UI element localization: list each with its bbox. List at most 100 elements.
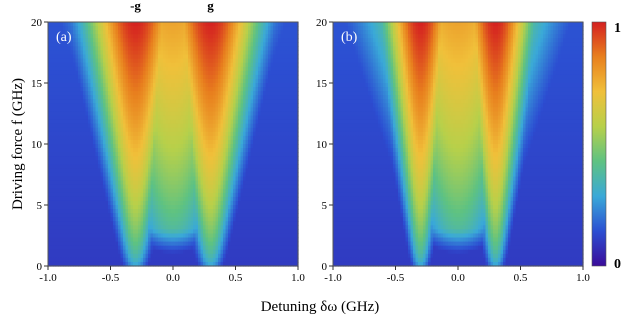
heatmap-cell [288,127,292,133]
heatmap-cell [288,26,292,31]
heatmap-cell [78,168,82,174]
heatmap-cell [88,213,92,218]
heatmap-cell [220,196,224,202]
heatmap-cell [240,74,244,80]
heatmap-cell [210,139,214,145]
heatmap-cell [53,148,57,153]
heatmap-cell [253,38,257,43]
heatmap-cell [180,70,184,76]
heatmap-cell [245,152,249,157]
heatmap-cell [190,205,194,210]
heatmap-cell [113,213,117,218]
heatmap-cell [58,180,62,186]
heatmap-cell [183,54,187,60]
heatmap-cell [178,196,182,202]
heatmap-cell [105,209,109,214]
heatmap-cell [100,168,104,174]
heatmap-cell [85,192,89,198]
heatmap-cell [83,196,87,202]
heatmap-cell [90,131,94,137]
heatmap-cell [50,160,54,165]
heatmap-cell [215,127,219,133]
heatmap-cell [218,50,222,56]
heatmap-cell [103,164,107,169]
heatmap-cell [225,188,229,194]
heatmap-cell [240,148,244,153]
heatmap-cell [290,135,294,141]
heatmap-cell [263,188,267,194]
heatmap-cell [283,87,287,92]
heatmap-cell [118,172,122,178]
heatmap-cell [273,148,277,153]
heatmap-cell [153,127,157,133]
heatmap-cell [175,144,179,149]
heatmap-cell [218,180,222,186]
heatmap-cell [293,164,297,169]
heatmap-cell [253,164,257,169]
heatmap-cell [183,87,187,92]
heatmap-cell [153,152,157,157]
heatmap-cell [108,127,112,133]
heatmap-cell [225,91,229,96]
heatmap-cell [295,119,299,125]
heatmap-cell [105,172,109,178]
heatmap-cell [255,99,259,104]
heatmap-cell [150,107,154,113]
heatmap-cell [203,62,207,68]
heatmap-cell [153,217,157,222]
heatmap-cell [203,135,207,141]
heatmap-cell [135,127,139,133]
heatmap-cell [200,38,204,43]
heatmap-cell [200,180,204,186]
heatmap-cell [273,42,277,47]
heatmap-cell [245,221,249,226]
heatmap-cell [150,38,154,43]
heatmap-cell [278,209,282,214]
heatmap-cell [103,152,107,157]
heatmap-cell [105,217,109,222]
heatmap-cell [270,152,274,157]
heatmap-cell [148,34,152,39]
heatmap-cell [265,148,269,153]
heatmap-cell [100,135,104,141]
heatmap-cell [263,148,267,153]
heatmap-cell [88,83,92,88]
heatmap-cell [270,213,274,218]
heatmap-cell [138,148,142,153]
heatmap-cell [235,196,239,202]
heatmap-cell [180,217,184,222]
heatmap-cell [140,34,144,39]
heatmap-cell [185,58,189,64]
heatmap-cell [160,123,164,129]
heatmap-cell [225,95,229,100]
heatmap-cell [258,38,262,43]
heatmap-cell [98,62,102,68]
heatmap-cell [233,83,237,88]
heatmap-cell [210,184,214,190]
heatmap-cell [58,152,62,157]
heatmap-cell [278,131,282,137]
heatmap-cell [255,38,259,43]
heatmap-cell [108,70,112,76]
heatmap-cell [120,139,124,145]
heatmap-cell [155,123,159,129]
heatmap-cell [218,139,222,145]
heatmap-cell [58,115,62,121]
heatmap-cell [233,213,237,218]
heatmap-cell [53,111,57,117]
heatmap-cell [123,200,127,206]
heatmap-cell [173,70,177,76]
heatmap-cell [283,144,287,149]
heatmap-cell [248,172,252,178]
heatmap-cell [73,107,77,113]
heatmap-cell [273,221,277,226]
heatmap-cell [195,58,199,64]
heatmap-cell [178,192,182,198]
heatmap-cell [275,70,279,76]
heatmap-cell [115,221,119,226]
heatmap-cell [150,221,154,226]
heatmap-cell [105,188,109,194]
heatmap-cell [55,91,59,96]
heatmap-cell [280,213,284,218]
heatmap-cell [153,192,157,198]
